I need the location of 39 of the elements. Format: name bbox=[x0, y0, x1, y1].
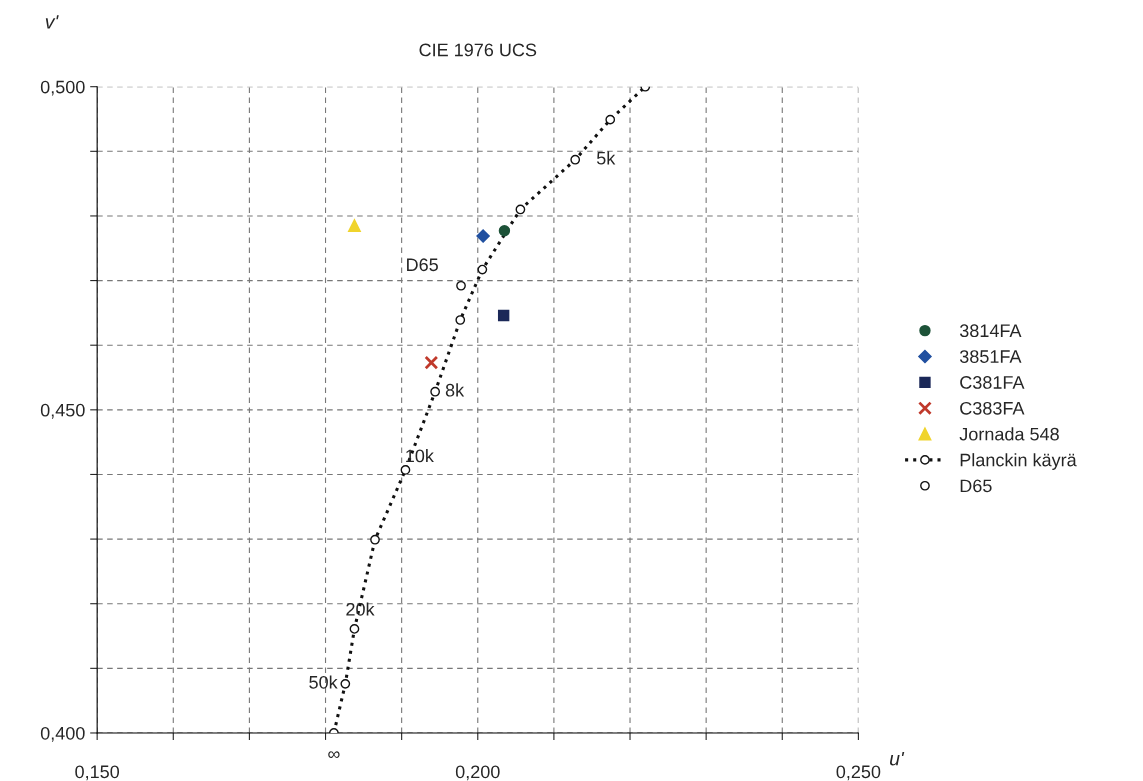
point bbox=[400, 465, 411, 475]
point bbox=[455, 315, 466, 325]
point bbox=[348, 219, 361, 233]
legend-label: 3851FA bbox=[959, 350, 1022, 363]
point bbox=[570, 154, 581, 165]
point bbox=[515, 204, 526, 215]
annotation: 50k bbox=[309, 675, 338, 689]
point bbox=[498, 225, 511, 237]
annotation: 5k bbox=[596, 151, 616, 165]
x-tick-label: 0,250 bbox=[836, 765, 881, 781]
point bbox=[370, 534, 380, 545]
x-axis-title: u' bbox=[890, 751, 905, 766]
point bbox=[424, 355, 439, 370]
legend-label: Jornada 548 bbox=[959, 427, 1059, 441]
y-tick-label: 0,500 bbox=[40, 80, 85, 96]
legend-label: 3814FA bbox=[959, 324, 1022, 338]
point bbox=[477, 264, 488, 275]
point bbox=[476, 229, 490, 243]
y-tick-label: 0,450 bbox=[40, 403, 85, 419]
point bbox=[340, 678, 351, 689]
point bbox=[349, 624, 360, 634]
point bbox=[497, 309, 510, 322]
annotation: 10k bbox=[406, 449, 434, 463]
annotation: 8k bbox=[445, 383, 465, 397]
legend-label: D65 bbox=[960, 479, 992, 493]
legend-label: C381FA bbox=[960, 376, 1025, 389]
point bbox=[605, 114, 616, 125]
point bbox=[430, 386, 441, 397]
point bbox=[456, 280, 466, 291]
chart-title: CIE 1976 UCS bbox=[419, 43, 537, 57]
legend-label: C383FA bbox=[960, 401, 1025, 415]
annotation: 20k bbox=[346, 602, 375, 616]
y-axis-title: v' bbox=[45, 15, 59, 29]
annotation: ∞ bbox=[328, 751, 340, 759]
x-tick-label: 0,200 bbox=[455, 765, 500, 781]
y-tick-label: 0,400 bbox=[40, 726, 85, 742]
annotation: D65 bbox=[407, 258, 438, 272]
x-tick-label: 0,150 bbox=[75, 765, 120, 781]
legend-label: Planckin käyrä bbox=[960, 453, 1077, 470]
